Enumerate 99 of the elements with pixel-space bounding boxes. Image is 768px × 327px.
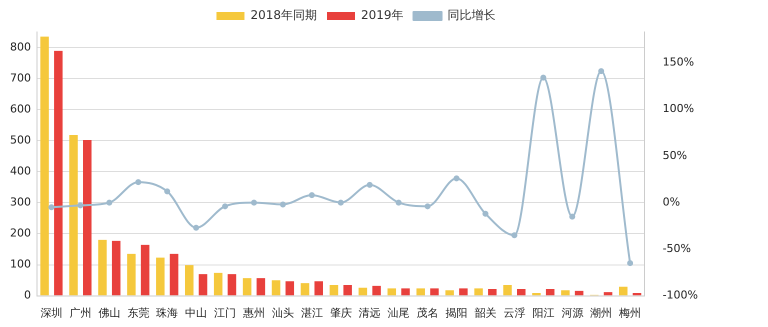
- x-tick-label: 东莞: [127, 306, 150, 320]
- bar: [330, 284, 338, 296]
- x-tick-label: 广州: [69, 306, 92, 320]
- bar: [401, 288, 410, 296]
- point: [482, 210, 488, 217]
- y-tick-label: 0: [24, 288, 31, 302]
- y-tick-label: 800: [10, 40, 31, 54]
- bar: [561, 290, 570, 296]
- x-tick-label: 湛江: [300, 306, 323, 320]
- x-tick-label: 惠州: [242, 306, 265, 320]
- point: [164, 188, 170, 194]
- bar: [503, 284, 512, 296]
- y2-tick-label: 50%: [662, 148, 688, 162]
- y-tick-label: 700: [10, 71, 31, 84]
- bar: [430, 288, 439, 296]
- bar: [272, 280, 280, 296]
- x-tick-label: 揭阳: [446, 306, 468, 320]
- bar: [198, 274, 208, 296]
- bar: [184, 265, 194, 296]
- bar: [300, 283, 310, 296]
- point: [511, 232, 518, 238]
- y-tick-label: 300: [10, 196, 31, 209]
- bar: [488, 288, 497, 296]
- legend-label: 2019年: [361, 8, 404, 22]
- bar: [214, 272, 222, 296]
- bar: [156, 258, 165, 296]
- bar: [256, 278, 266, 296]
- point: [135, 179, 142, 186]
- point: [569, 214, 576, 220]
- bar: [388, 288, 396, 296]
- point: [308, 192, 315, 198]
- point: [454, 175, 460, 182]
- point: [627, 260, 634, 266]
- bar: [314, 281, 323, 296]
- bar: [358, 288, 368, 296]
- x-tick-label: 韶关: [474, 306, 496, 320]
- bar: [618, 286, 628, 296]
- bar: [170, 254, 178, 296]
- y-tick-label: 400: [10, 164, 31, 178]
- point: [366, 182, 373, 188]
- bar: [516, 288, 526, 296]
- y2-tick-label: -50%: [662, 242, 692, 256]
- x-tick-label: 梅州: [618, 306, 642, 320]
- point: [250, 200, 257, 206]
- point: [77, 202, 84, 208]
- bar: [98, 240, 107, 296]
- point: [598, 68, 604, 74]
- x-tick-label: 中山: [185, 306, 208, 320]
- point: [280, 201, 286, 208]
- point: [540, 74, 546, 81]
- point: [48, 204, 54, 210]
- y2-tick-label: 100%: [662, 102, 694, 116]
- bar: [445, 290, 454, 296]
- bar: [546, 288, 554, 296]
- point: [424, 203, 431, 210]
- x-tick-label: 江门: [214, 306, 236, 320]
- legend-label: 2018年同期: [250, 8, 318, 22]
- x-tick-label: 深圳: [40, 306, 62, 320]
- bar: [372, 286, 381, 296]
- y-tick-label: 100: [10, 258, 31, 271]
- y-tick-label: 600: [10, 102, 31, 116]
- bar: [604, 292, 612, 296]
- x-tick-label: 云浮: [503, 306, 526, 320]
- x-tick-label: 茂名: [416, 306, 439, 320]
- legend-label: 同比增长: [448, 8, 496, 22]
- bar: [140, 244, 150, 296]
- bar: [69, 135, 78, 296]
- bar: [83, 140, 92, 296]
- x-tick-label: 汕尾: [388, 306, 410, 320]
- point: [222, 203, 228, 210]
- y-tick-label: 200: [10, 226, 31, 240]
- bar: [574, 290, 584, 296]
- bar: [127, 254, 136, 296]
- bar: [416, 288, 425, 296]
- bar: [112, 240, 120, 296]
- y2-tick-label: 0%: [662, 195, 680, 208]
- x-tick-label: 珠海: [156, 306, 178, 320]
- bar: [474, 288, 483, 296]
- bar: [242, 278, 252, 296]
- x-tick-label: 清远: [358, 306, 381, 320]
- y2-tick-label: -100%: [662, 288, 698, 302]
- bar: [286, 281, 294, 296]
- point: [396, 200, 402, 206]
- point: [106, 200, 112, 206]
- x-tick-label: 汕头: [272, 306, 294, 320]
- point: [338, 200, 344, 206]
- point: [193, 224, 200, 231]
- x-tick-label: 阳江: [532, 306, 554, 320]
- bar: [343, 284, 352, 296]
- y2-tick-label: 150%: [662, 56, 694, 69]
- x-tick-label: 潮州: [590, 306, 612, 320]
- bar: [228, 274, 236, 296]
- bar: [40, 36, 49, 296]
- y-tick-label: 500: [10, 133, 31, 146]
- x-tick-label: 肇庆: [330, 306, 352, 320]
- bar: [459, 288, 468, 296]
- x-tick-label: 河源: [561, 306, 584, 320]
- bar: [54, 50, 63, 296]
- x-tick-label: 佛山: [98, 306, 120, 320]
